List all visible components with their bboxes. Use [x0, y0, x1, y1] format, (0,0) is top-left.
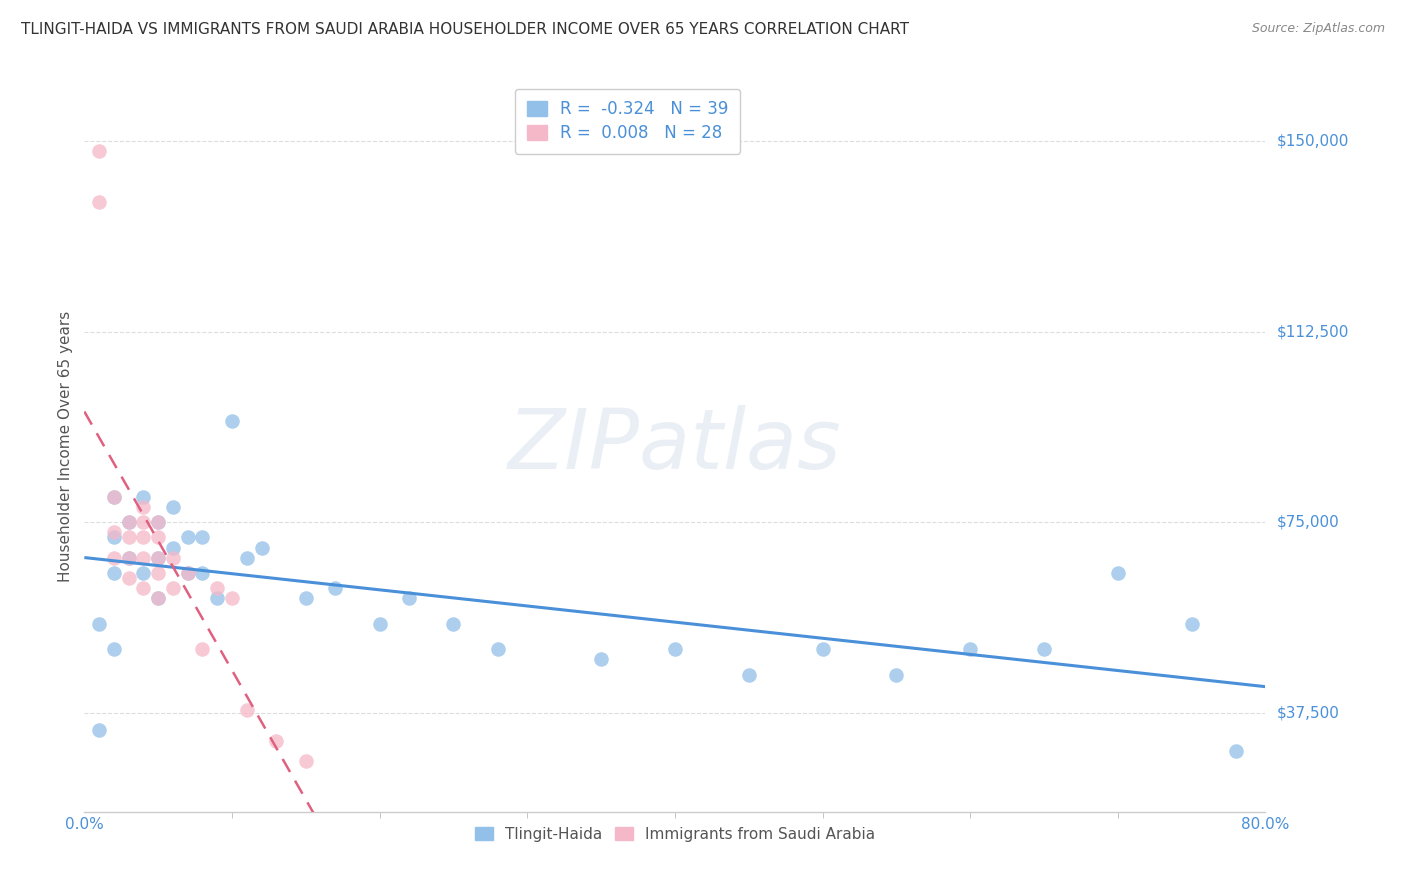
Point [295, 591, 318, 606]
Point [118, 550, 141, 565]
Point [103, 566, 125, 580]
Point [132, 490, 155, 504]
Point [148, 515, 170, 529]
Point [118, 530, 141, 544]
Y-axis label: Householder Income Over 65 years: Householder Income Over 65 years [58, 310, 73, 582]
Point [103, 490, 125, 504]
Text: TLINGIT-HAIDA VS IMMIGRANTS FROM SAUDI ARABIA HOUSEHOLDER INCOME OVER 65 YEARS C: TLINGIT-HAIDA VS IMMIGRANTS FROM SAUDI A… [21, 22, 910, 37]
Point [87, 195, 111, 210]
Point [87, 616, 111, 631]
Point [295, 754, 318, 768]
Point [1225, 744, 1247, 758]
Point [1181, 616, 1204, 631]
Point [118, 571, 141, 585]
Text: $75,000: $75,000 [1277, 515, 1340, 530]
Point [132, 581, 155, 595]
Point [162, 581, 184, 595]
Point [103, 550, 125, 565]
Point [236, 703, 259, 717]
Point [132, 530, 155, 544]
Point [132, 566, 155, 580]
Point [486, 642, 509, 657]
Point [443, 616, 465, 631]
Legend: Tlingit-Haida, Immigrants from Saudi Arabia: Tlingit-Haida, Immigrants from Saudi Ara… [468, 821, 882, 848]
Point [266, 733, 288, 747]
Point [162, 550, 184, 565]
Point [221, 591, 243, 606]
Point [886, 667, 908, 681]
Point [738, 667, 761, 681]
Point [368, 616, 391, 631]
Point [87, 723, 111, 738]
Point [162, 541, 184, 555]
Point [103, 642, 125, 657]
Point [103, 525, 125, 540]
Point [148, 515, 170, 529]
Point [177, 566, 200, 580]
Point [207, 591, 229, 606]
Point [191, 642, 214, 657]
Point [103, 530, 125, 544]
Point [959, 642, 981, 657]
Point [398, 591, 420, 606]
Point [664, 642, 686, 657]
Text: $150,000: $150,000 [1277, 134, 1348, 149]
Point [132, 550, 155, 565]
Text: Source: ZipAtlas.com: Source: ZipAtlas.com [1251, 22, 1385, 36]
Point [118, 550, 141, 565]
Point [118, 515, 141, 529]
Point [148, 550, 170, 565]
Point [177, 530, 200, 544]
Point [132, 500, 155, 514]
Point [103, 490, 125, 504]
Point [236, 550, 259, 565]
Point [811, 642, 834, 657]
Text: $37,500: $37,500 [1277, 706, 1340, 720]
Point [250, 541, 273, 555]
Point [221, 414, 243, 428]
Point [191, 566, 214, 580]
Point [148, 530, 170, 544]
Point [148, 591, 170, 606]
Point [148, 550, 170, 565]
Text: ZIPatlas: ZIPatlas [508, 406, 842, 486]
Text: $112,500: $112,500 [1277, 324, 1348, 339]
Point [177, 566, 200, 580]
Point [148, 591, 170, 606]
Point [87, 145, 111, 159]
Point [591, 652, 613, 666]
Point [325, 581, 347, 595]
Point [207, 581, 229, 595]
Point [1033, 642, 1056, 657]
Point [132, 515, 155, 529]
Point [148, 566, 170, 580]
Point [118, 515, 141, 529]
Point [1107, 566, 1129, 580]
Point [162, 500, 184, 514]
Point [191, 530, 214, 544]
